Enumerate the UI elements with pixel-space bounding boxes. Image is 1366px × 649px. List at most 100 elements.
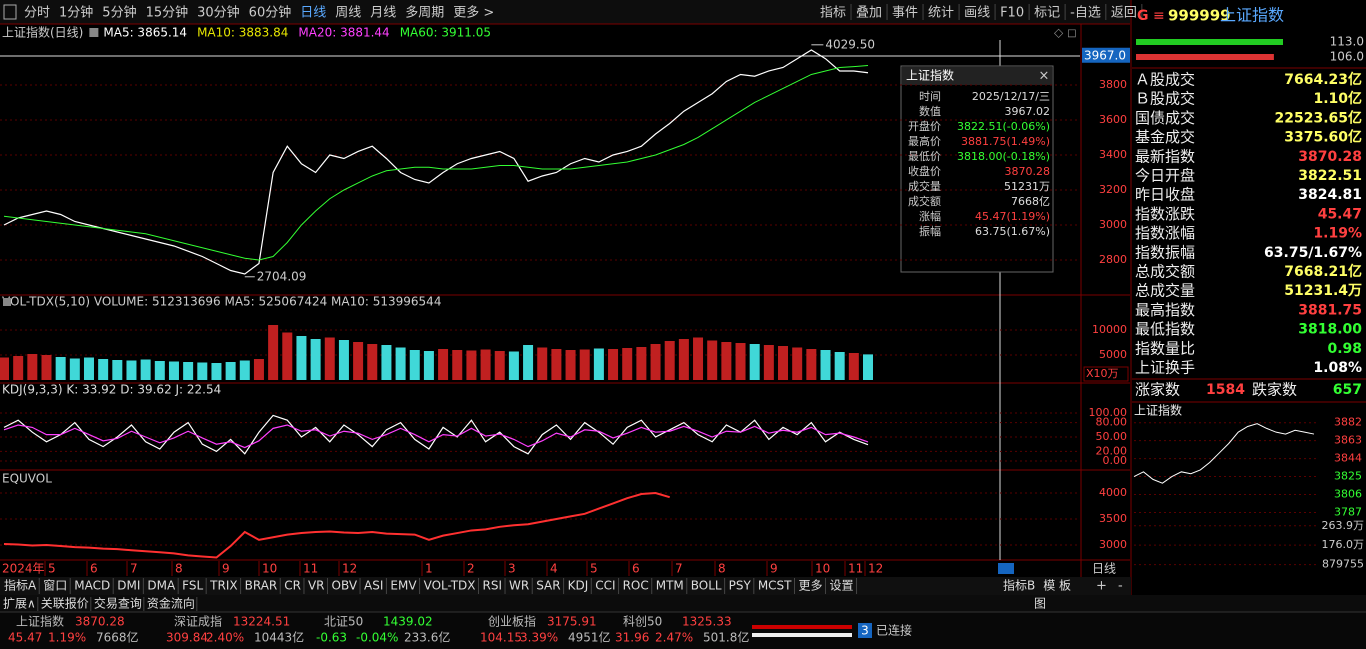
period-tab[interactable]: 分时 xyxy=(24,6,50,21)
indicator-tab[interactable]: TRIX xyxy=(209,579,237,593)
period-tab[interactable]: 15分钟 xyxy=(146,5,189,21)
volume-bar xyxy=(650,344,661,380)
tooltip-label: 成交额 xyxy=(908,194,941,208)
indicator-tab[interactable]: 设置 xyxy=(830,579,854,593)
sub-tab[interactable]: 扩展∧ xyxy=(3,597,36,611)
quote-label: 总成交额 xyxy=(1135,263,1195,281)
volume-bar xyxy=(820,350,831,380)
zoom-out[interactable]: - xyxy=(1118,579,1123,594)
volume-bar xyxy=(537,347,548,380)
indicator-tab[interactable]: VOL-TDX xyxy=(424,579,476,593)
volume-bar xyxy=(112,360,123,380)
tooltip-value: 3818.00(-0.18%) xyxy=(957,150,1050,163)
volume-bar xyxy=(494,351,505,380)
indicator-tab[interactable]: PSY xyxy=(729,579,752,593)
date-label: 11 xyxy=(848,562,863,576)
index-name: 北证50 xyxy=(324,615,363,629)
indicator-tab[interactable]: MCST xyxy=(758,579,792,593)
period-tab[interactable]: 30分钟 xyxy=(197,5,240,21)
indicator-tab[interactable]: SAR xyxy=(536,579,560,593)
conn-count: 3 xyxy=(861,624,869,638)
toolbar-icon[interactable] xyxy=(3,4,17,20)
quote-value: 63.75/1.67% xyxy=(1264,245,1362,261)
indicator-tab[interactable]: BOLL xyxy=(691,579,722,593)
indicator-tab[interactable]: FSL xyxy=(182,579,203,593)
indicator-tab[interactable]: ROC xyxy=(623,579,649,593)
date-label: 2 xyxy=(467,562,475,576)
indicator-tab[interactable]: WR xyxy=(509,579,529,593)
indicator-tab[interactable]: KDJ xyxy=(568,579,589,593)
chart-icon[interactable]: ◇ ◻ xyxy=(1054,26,1077,40)
volume-bar xyxy=(211,363,222,380)
tooltip-label: 成交量 xyxy=(908,179,941,193)
date-label: 11 xyxy=(303,562,318,576)
period-tab[interactable]: 更多 > xyxy=(453,5,494,21)
index-value: 3870.28 xyxy=(75,615,125,629)
date-label: 12 xyxy=(342,562,357,576)
toolbar-button[interactable]: 画线 xyxy=(964,6,990,21)
volume-bar xyxy=(721,342,732,380)
quote-label: 指数量比 xyxy=(1135,339,1195,357)
quote-value: 3818.00 xyxy=(1298,322,1362,338)
menu-icon[interactable]: ≡ xyxy=(1153,8,1165,24)
indicator-tab[interactable]: ASI xyxy=(364,579,383,593)
sub-tab[interactable]: 交易查询 xyxy=(94,596,142,611)
index-amount: 4951亿 xyxy=(568,630,611,645)
period-tab[interactable]: 周线 xyxy=(335,6,361,21)
volume-bar xyxy=(197,362,208,380)
indicator-tab[interactable]: 窗口 xyxy=(43,579,67,593)
indicator-tab[interactable]: 指标B xyxy=(1003,578,1035,593)
index-change: 309.84 xyxy=(166,631,208,645)
indicator-tab[interactable]: MTM xyxy=(656,579,684,593)
tooltip-close[interactable]: × xyxy=(1039,69,1050,84)
volume-bar xyxy=(126,360,137,380)
toolbar-button[interactable]: 标记 xyxy=(1034,6,1060,21)
indicator-tab[interactable]: VR xyxy=(308,579,325,593)
toolbar-button[interactable]: F10 xyxy=(1000,6,1024,21)
indicator-tab[interactable]: OBV xyxy=(332,579,358,593)
y-tick-label: 10000 xyxy=(1092,323,1127,336)
index-pct: 3.39% xyxy=(520,631,558,645)
indicator-tab[interactable]: 指标A xyxy=(4,578,37,593)
period-tab[interactable]: 60分钟 xyxy=(249,5,292,21)
toolbar-button[interactable]: 叠加 xyxy=(856,6,882,21)
period-tab[interactable]: 月线 xyxy=(370,6,396,21)
period-tab[interactable]: 日线 xyxy=(300,6,326,21)
period-tab[interactable]: 1分钟 xyxy=(59,5,93,21)
toolbar-button[interactable]: -自选 xyxy=(1070,6,1101,21)
sub-tab[interactable]: 资金流向 xyxy=(147,596,195,611)
ma-legend: MA10: 3883.84 xyxy=(197,26,288,40)
tooltip-value: 2025/12/17/三 xyxy=(972,90,1050,103)
y-tick-label: 3500 xyxy=(1099,512,1127,525)
quote-label: 指数涨跌 xyxy=(1135,205,1195,223)
volume-bar xyxy=(338,340,349,380)
indicator-tab[interactable]: EMV xyxy=(390,579,417,593)
zoom-in[interactable]: + xyxy=(1096,579,1107,594)
toolbar-button[interactable]: 统计 xyxy=(928,6,954,21)
date-label: 10 xyxy=(815,562,830,576)
quote-value: 7664.23亿 xyxy=(1284,71,1362,88)
toolbar-button[interactable]: 指标 xyxy=(820,6,846,21)
volume-bar xyxy=(806,349,817,380)
indicator-tab[interactable]: 模 板 xyxy=(1043,579,1071,593)
indicator-tab[interactable]: DMA xyxy=(147,579,176,593)
indicator-tab[interactable]: 更多 xyxy=(799,579,823,593)
toolbar-button[interactable]: 返回 xyxy=(1111,6,1137,21)
indicator-tab[interactable]: RSI xyxy=(483,579,503,593)
indicator-tab[interactable]: CCI xyxy=(595,579,615,593)
up-count: 1584 xyxy=(1206,382,1245,398)
sub-tab[interactable]: 关联报价 xyxy=(41,596,89,611)
panel-legend: EQUVOL xyxy=(2,472,52,486)
indicator-tab[interactable]: CR xyxy=(284,579,301,593)
indicator-tab[interactable]: DMI xyxy=(117,579,140,593)
toolbar-button[interactable]: 事件 xyxy=(892,6,918,21)
index-name: 上证指数 xyxy=(16,614,64,629)
volume-bar xyxy=(466,350,477,380)
tooltip-label: 涨幅 xyxy=(919,210,941,223)
period-tab[interactable]: 多周期 xyxy=(405,5,444,21)
mini-y-label: 3863 xyxy=(1334,434,1362,447)
indicator-tab[interactable]: BRAR xyxy=(245,579,278,593)
period-tab[interactable]: 5分钟 xyxy=(102,5,136,21)
volume-bar xyxy=(55,357,66,380)
indicator-tab[interactable]: MACD xyxy=(74,579,110,593)
